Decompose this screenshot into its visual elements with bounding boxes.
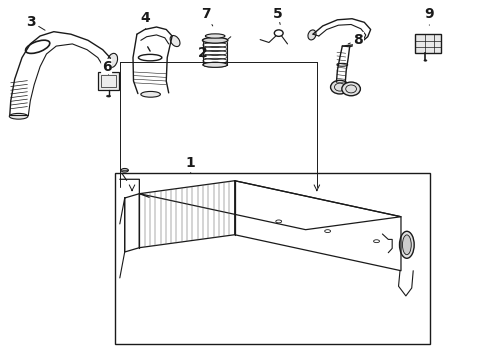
Text: 3: 3 bbox=[26, 15, 45, 30]
Text: 7: 7 bbox=[201, 8, 212, 26]
Ellipse shape bbox=[399, 231, 413, 258]
Ellipse shape bbox=[107, 53, 117, 68]
Ellipse shape bbox=[205, 34, 224, 38]
Text: 8: 8 bbox=[347, 33, 363, 46]
Text: 2: 2 bbox=[198, 46, 207, 60]
Text: 6: 6 bbox=[102, 60, 111, 75]
Text: 5: 5 bbox=[272, 8, 282, 24]
Text: 4: 4 bbox=[141, 11, 150, 29]
Ellipse shape bbox=[423, 60, 426, 61]
Ellipse shape bbox=[307, 30, 315, 40]
Ellipse shape bbox=[121, 168, 128, 172]
Bar bbox=[101, 75, 116, 87]
Ellipse shape bbox=[202, 37, 227, 43]
Ellipse shape bbox=[9, 113, 28, 119]
Ellipse shape bbox=[402, 235, 410, 255]
Ellipse shape bbox=[330, 80, 348, 94]
Text: 1: 1 bbox=[185, 156, 195, 173]
Bar bbox=[414, 34, 440, 53]
Ellipse shape bbox=[341, 82, 360, 96]
Text: 9: 9 bbox=[424, 8, 433, 25]
Bar bbox=[115, 173, 429, 344]
Ellipse shape bbox=[203, 62, 227, 67]
Ellipse shape bbox=[106, 95, 110, 97]
Ellipse shape bbox=[141, 91, 160, 97]
Ellipse shape bbox=[170, 36, 180, 46]
Bar bbox=[98, 72, 119, 90]
